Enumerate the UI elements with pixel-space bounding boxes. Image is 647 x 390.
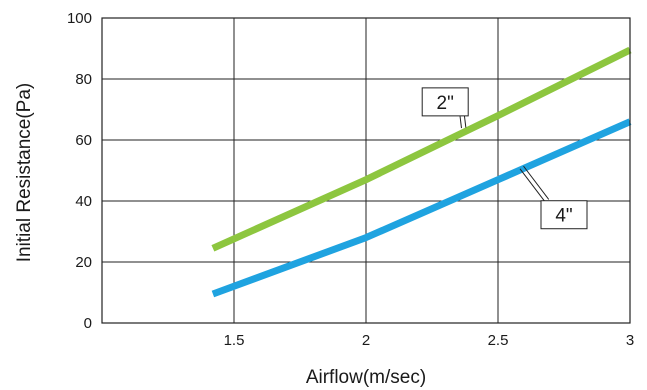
callout-leader bbox=[463, 115, 467, 128]
callout-leader bbox=[519, 168, 546, 203]
plot-frame bbox=[101, 17, 631, 324]
axes: 0 20 40 60 80 100 1.5 2 2.5 3 bbox=[67, 10, 634, 349]
series-line-1 bbox=[211, 46, 632, 252]
y-tick-label: 0 bbox=[84, 315, 92, 332]
series-callout-label: 4" bbox=[555, 206, 572, 227]
y-tick-label: 60 bbox=[75, 132, 92, 149]
y-axis-title: Initial Resistance(Pa) bbox=[14, 83, 35, 263]
series-callout-box bbox=[421, 87, 469, 117]
series-callout-box bbox=[540, 200, 588, 230]
grid bbox=[102, 17, 631, 324]
callouts: 2" 4" bbox=[421, 87, 588, 230]
y-tick-label: 100 bbox=[67, 10, 92, 27]
x-tick-label: 1.5 bbox=[224, 332, 245, 349]
x-axis-title: Airflow(m/sec) bbox=[306, 367, 426, 388]
y-tick-label: 80 bbox=[75, 71, 92, 88]
callout-leader bbox=[459, 116, 462, 129]
y-tick-label: 20 bbox=[75, 254, 92, 271]
x-tick-label: 3 bbox=[626, 332, 634, 349]
x-tick-label: 2 bbox=[362, 332, 370, 349]
y-tick-label: 40 bbox=[75, 193, 92, 210]
series-line-2 bbox=[211, 118, 632, 298]
callout-leader bbox=[523, 165, 550, 200]
x-tick-label: 2.5 bbox=[488, 332, 509, 349]
series-layer bbox=[211, 46, 632, 298]
series-callout-label: 2" bbox=[437, 93, 454, 114]
